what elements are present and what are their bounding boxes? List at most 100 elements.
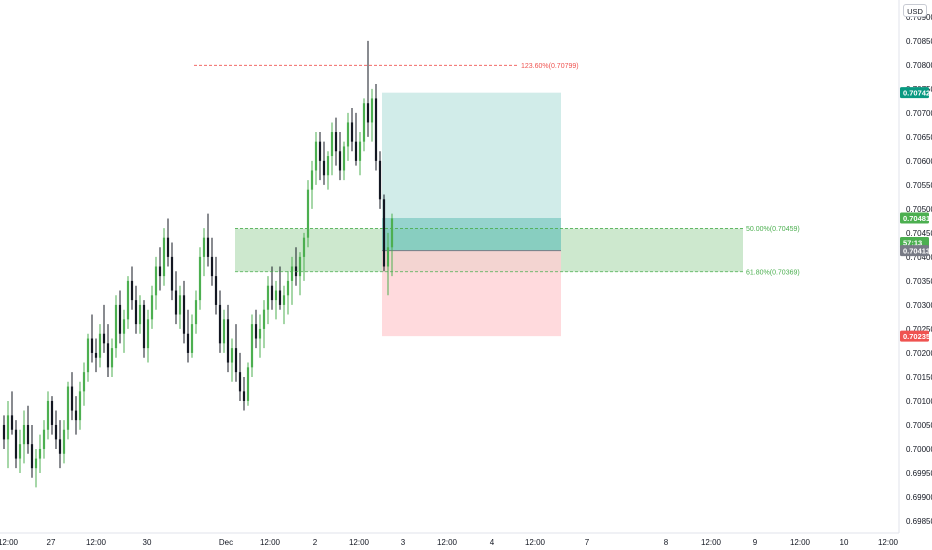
candle — [186, 309, 190, 363]
candle-body — [310, 170, 314, 190]
candle-body — [298, 256, 302, 277]
time-tick-label: 12:00 — [701, 538, 722, 547]
candle — [70, 372, 74, 421]
candle-body — [18, 444, 22, 459]
candle — [302, 232, 306, 281]
candle — [58, 420, 62, 469]
candle — [378, 151, 382, 209]
candle-body — [194, 300, 198, 325]
candle — [122, 309, 126, 353]
price-badge-text: 57:13 — [903, 238, 922, 247]
candlesticks — [2, 40, 394, 488]
candle-body — [70, 386, 74, 411]
candle — [290, 256, 294, 305]
time-tick-label: 27 — [47, 538, 56, 547]
candle — [310, 160, 314, 209]
candle — [262, 300, 266, 349]
candle — [178, 285, 182, 329]
candle-body — [74, 410, 78, 421]
time-tick-label: 30 — [143, 538, 152, 547]
candle — [38, 434, 42, 473]
candle — [102, 304, 106, 353]
price-badge: 0.70413 — [900, 245, 930, 257]
candle-body — [362, 103, 366, 142]
candle-body — [262, 309, 266, 329]
candle-body — [322, 160, 326, 176]
candle — [62, 420, 66, 464]
candle-body — [370, 98, 374, 123]
time-axis[interactable]: 12:00 27 12:00 30 Dec 12:00 2 12:00 3 12:00 4 12:00… — [0, 538, 899, 547]
candle-body — [138, 304, 142, 325]
candle — [342, 141, 346, 181]
candle-body — [182, 295, 186, 334]
time-tick-label: 3 — [401, 538, 406, 547]
candle-body — [294, 266, 298, 277]
candle — [350, 108, 354, 152]
candle — [18, 429, 22, 473]
candle — [354, 112, 358, 166]
price-badge: 0.70235 — [900, 330, 930, 342]
candle-body — [266, 285, 270, 310]
price-badge-bg — [900, 330, 929, 342]
candle — [22, 410, 26, 464]
candle — [270, 266, 274, 310]
fibonacci-retracement: 123.60%(0.70799) 50.00%(0.70459) 61.80%(0.… — [194, 63, 800, 276]
candle — [214, 256, 218, 315]
candle-body — [274, 290, 278, 301]
candle-body — [210, 256, 214, 277]
target-zone — [382, 92, 561, 251]
candle — [258, 314, 262, 358]
candle-body — [114, 304, 118, 349]
candle-body — [90, 338, 94, 353]
candle — [26, 405, 30, 454]
time-tick-label: 4 — [490, 538, 495, 547]
candle-body — [158, 266, 162, 277]
candle — [138, 295, 142, 334]
candle-body — [346, 122, 350, 147]
candle — [114, 295, 118, 358]
price-badge-text: 0.70742 — [903, 89, 930, 98]
candle-body — [6, 415, 10, 440]
candle-body — [222, 319, 226, 344]
time-tick-label: 12:00 — [790, 538, 811, 547]
candle-body — [14, 429, 18, 459]
candle — [274, 280, 278, 320]
time-tick-label: 12:00 — [260, 538, 281, 547]
time-tick-label: 9 — [753, 538, 758, 547]
candle-body — [206, 237, 210, 257]
candle — [338, 132, 342, 181]
candle-body — [238, 372, 242, 392]
currency-button[interactable]: USD — [903, 4, 927, 17]
candle-body — [2, 424, 6, 440]
candle — [30, 424, 34, 478]
candle — [246, 362, 250, 406]
fib-level-label: 61.80%(0.70369) — [746, 269, 800, 276]
candle-body — [110, 348, 114, 368]
candle-body — [326, 156, 330, 176]
candle — [162, 228, 166, 286]
candle — [334, 117, 338, 166]
time-tick-label: 12:00 — [0, 538, 19, 547]
candle — [306, 180, 310, 248]
candle — [166, 218, 170, 267]
candle-body — [354, 141, 358, 161]
candle — [150, 285, 154, 329]
candle-body — [342, 146, 346, 171]
candle — [2, 415, 6, 449]
candle — [10, 391, 14, 435]
candle-body — [150, 295, 154, 320]
time-tick-label: Dec — [219, 538, 233, 547]
candle-body — [290, 266, 294, 281]
time-tick-label: 2 — [313, 538, 318, 547]
candle — [222, 309, 226, 353]
candle-body — [350, 122, 354, 142]
time-tick-label: 12:00 — [86, 538, 107, 547]
